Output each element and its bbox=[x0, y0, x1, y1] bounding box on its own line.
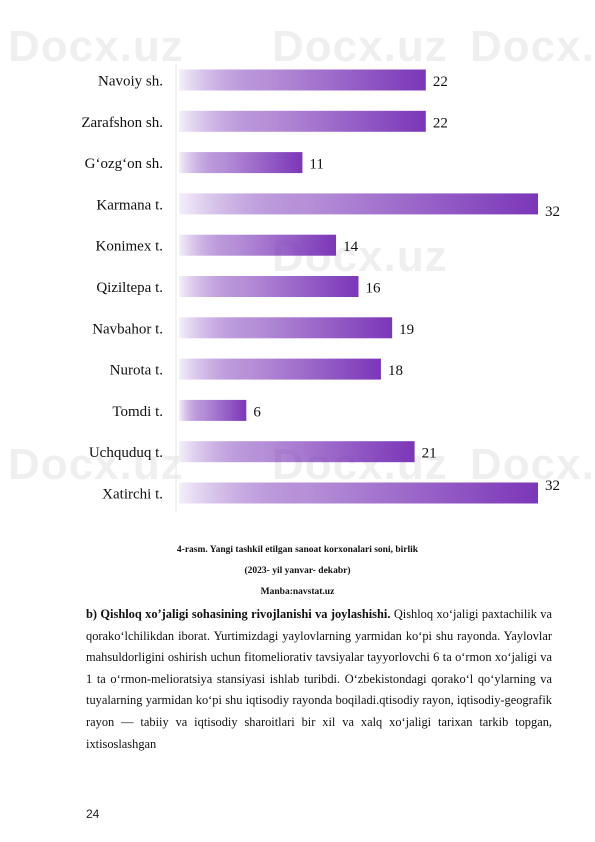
value-label: 14 bbox=[343, 239, 359, 255]
bar bbox=[179, 110, 426, 132]
category-label: Navoiy sh. bbox=[98, 74, 163, 90]
category-label: Navbahor t. bbox=[92, 321, 163, 337]
bar bbox=[179, 399, 247, 421]
category-label: Nurota t. bbox=[110, 363, 163, 379]
value-label: 22 bbox=[433, 74, 448, 90]
category-label: Zarafshon sh. bbox=[81, 115, 163, 131]
value-label: 11 bbox=[309, 157, 323, 173]
paragraph-text: Qishloq xo‘jaligi paxtachilik va qorako‘… bbox=[86, 607, 553, 751]
figure-caption-period: (2023- yil yanvar- dekabr) bbox=[244, 566, 351, 576]
category-label: Qiziltepa t. bbox=[96, 280, 163, 296]
bar bbox=[179, 358, 381, 380]
value-label: 16 bbox=[366, 281, 382, 297]
value-label: 6 bbox=[253, 404, 261, 420]
bar bbox=[179, 317, 393, 339]
figure-source: Manba:navstat.uz bbox=[260, 587, 335, 597]
value-label: 19 bbox=[399, 322, 414, 338]
figure-caption: 4-rasm. Yangi tashkil etilgan sanoat kor… bbox=[176, 545, 419, 555]
bar bbox=[179, 276, 359, 297]
page-number: 24 bbox=[86, 807, 100, 821]
bar bbox=[179, 234, 337, 256]
watermark: Docx.uz bbox=[8, 440, 184, 489]
category-label: Karmana t. bbox=[96, 197, 163, 213]
watermark: Docx.uz bbox=[470, 440, 595, 489]
value-label: 18 bbox=[388, 363, 403, 379]
bar bbox=[179, 193, 538, 215]
value-label: 32 bbox=[545, 204, 560, 220]
category-label: Xatirchi t. bbox=[102, 487, 163, 503]
watermark: Docx.uz bbox=[8, 22, 184, 71]
value-label: 21 bbox=[422, 446, 437, 462]
category-label: Konimex t. bbox=[96, 239, 164, 255]
section-heading: b) Qishloq xo’jaligi sohasining rivojlan… bbox=[86, 607, 391, 621]
category-label: G‘ozg‘on sh. bbox=[85, 156, 163, 172]
body-paragraph: b) Qishloq xo’jaligi sohasining rivojlan… bbox=[86, 604, 552, 755]
bar bbox=[179, 482, 538, 504]
value-label: 22 bbox=[433, 115, 448, 131]
watermark: Docx.uz bbox=[470, 22, 595, 71]
category-label: Uchquduq t. bbox=[89, 445, 163, 461]
bar-chart: Navoiy sh. 22 Zarafshon sh. 22 G‘ozg‘on sh. 1… bbox=[81, 64, 560, 512]
bar bbox=[179, 69, 426, 91]
bar bbox=[179, 441, 415, 463]
watermark: Docx.uz bbox=[272, 22, 448, 71]
value-label: 32 bbox=[545, 478, 560, 494]
bar bbox=[179, 152, 303, 174]
category-label: Tomdi t. bbox=[112, 404, 163, 420]
